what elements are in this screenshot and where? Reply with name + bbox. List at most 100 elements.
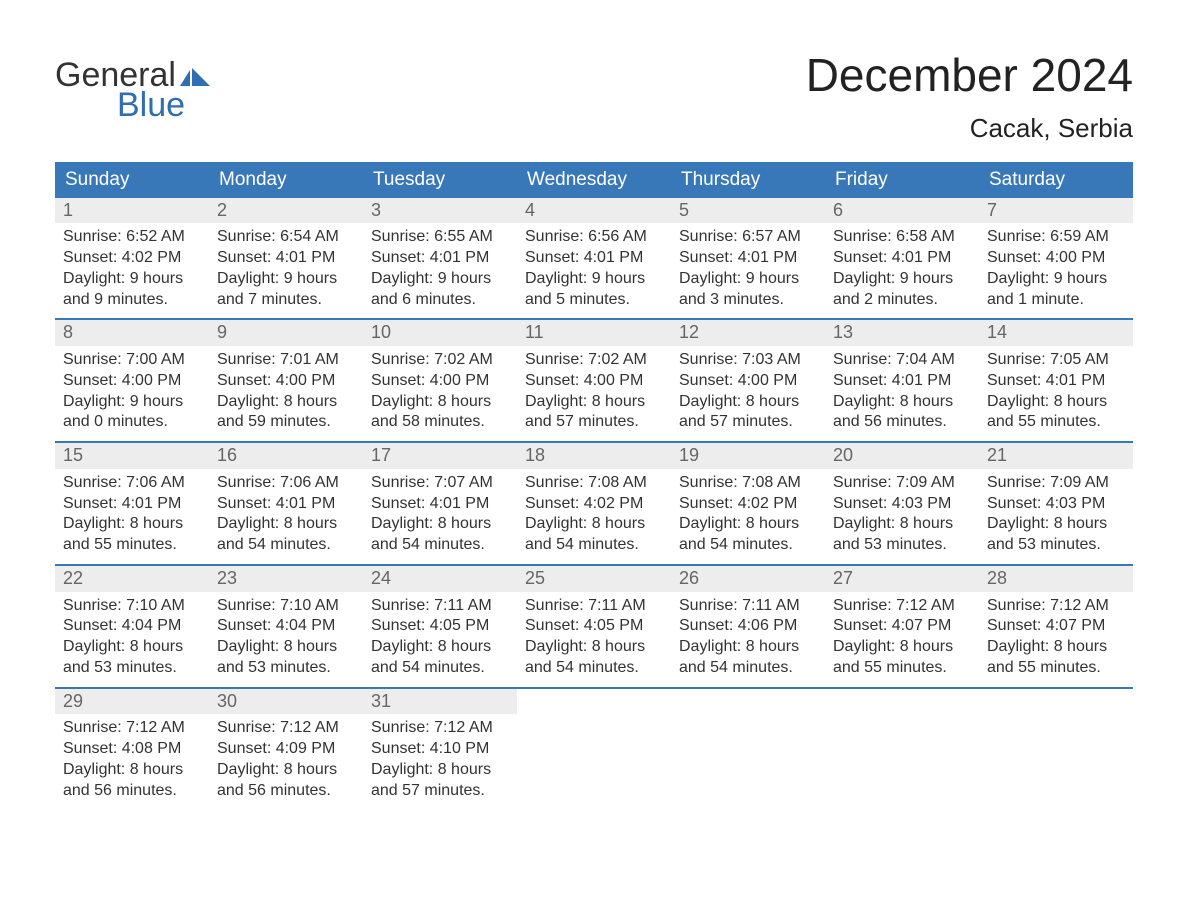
day-number: 28: [979, 566, 1133, 592]
day-details: Sunrise: 7:12 AMSunset: 4:09 PMDaylight:…: [209, 714, 363, 809]
day-sunset-line: Sunset: 4:01 PM: [217, 494, 355, 515]
calendar-day-cell: 22Sunrise: 7:10 AMSunset: 4:04 PMDayligh…: [55, 566, 209, 687]
day-number: 14: [979, 320, 1133, 346]
day-sunrise-line: Sunrise: 7:06 AM: [63, 473, 201, 494]
calendar-day-cell: 1Sunrise: 6:52 AMSunset: 4:02 PMDaylight…: [55, 198, 209, 319]
calendar-week: 29Sunrise: 7:12 AMSunset: 4:08 PMDayligh…: [55, 687, 1133, 810]
day-daylight2-line: and 6 minutes.: [371, 290, 509, 311]
location-subtitle: Cacak, Serbia: [806, 113, 1133, 144]
day-daylight2-line: and 57 minutes.: [371, 781, 509, 802]
calendar-day-cell: 30Sunrise: 7:12 AMSunset: 4:09 PMDayligh…: [209, 689, 363, 810]
day-details: Sunrise: 7:10 AMSunset: 4:04 PMDaylight:…: [209, 592, 363, 687]
day-sunrise-line: Sunrise: 7:02 AM: [371, 350, 509, 371]
day-sunset-line: Sunset: 4:01 PM: [63, 494, 201, 515]
day-sunset-line: Sunset: 4:01 PM: [371, 248, 509, 269]
day-sunset-line: Sunset: 4:07 PM: [833, 616, 971, 637]
day-sunset-line: Sunset: 4:01 PM: [987, 371, 1125, 392]
day-details: Sunrise: 6:58 AMSunset: 4:01 PMDaylight:…: [825, 223, 979, 318]
day-number: 17: [363, 443, 517, 469]
day-daylight1-line: Daylight: 8 hours: [987, 637, 1125, 658]
day-daylight2-line: and 55 minutes.: [987, 412, 1125, 433]
day-sunrise-line: Sunrise: 7:11 AM: [525, 596, 663, 617]
day-sunset-line: Sunset: 4:00 PM: [987, 248, 1125, 269]
day-sunrise-line: Sunrise: 7:09 AM: [987, 473, 1125, 494]
calendar-day-cell: 26Sunrise: 7:11 AMSunset: 4:06 PMDayligh…: [671, 566, 825, 687]
weekday-header: Monday: [209, 162, 363, 198]
weekday-header: Wednesday: [517, 162, 671, 198]
day-number: 31: [363, 689, 517, 715]
day-sunset-line: Sunset: 4:01 PM: [217, 248, 355, 269]
day-sunrise-line: Sunrise: 6:56 AM: [525, 227, 663, 248]
day-details: Sunrise: 6:54 AMSunset: 4:01 PMDaylight:…: [209, 223, 363, 318]
day-details: Sunrise: 7:09 AMSunset: 4:03 PMDaylight:…: [979, 469, 1133, 564]
calendar-week: 1Sunrise: 6:52 AMSunset: 4:02 PMDaylight…: [55, 198, 1133, 319]
day-number: 25: [517, 566, 671, 592]
day-daylight1-line: Daylight: 9 hours: [833, 269, 971, 290]
day-details: Sunrise: 7:12 AMSunset: 4:07 PMDaylight:…: [979, 592, 1133, 687]
day-number: 12: [671, 320, 825, 346]
day-sunset-line: Sunset: 4:01 PM: [371, 494, 509, 515]
calendar-page: General Blue December 2024 Cacak, Serbia…: [0, 0, 1188, 840]
day-details: Sunrise: 7:02 AMSunset: 4:00 PMDaylight:…: [363, 346, 517, 441]
page-header: General Blue December 2024 Cacak, Serbia: [55, 50, 1133, 144]
day-number: 27: [825, 566, 979, 592]
calendar-week: 15Sunrise: 7:06 AMSunset: 4:01 PMDayligh…: [55, 441, 1133, 564]
day-details: Sunrise: 6:59 AMSunset: 4:00 PMDaylight:…: [979, 223, 1133, 318]
day-daylight2-line: and 9 minutes.: [63, 290, 201, 311]
day-daylight1-line: Daylight: 9 hours: [63, 269, 201, 290]
weekday-header: Friday: [825, 162, 979, 198]
day-sunset-line: Sunset: 4:00 PM: [525, 371, 663, 392]
day-sunrise-line: Sunrise: 6:54 AM: [217, 227, 355, 248]
calendar-day-cell: 21Sunrise: 7:09 AMSunset: 4:03 PMDayligh…: [979, 443, 1133, 564]
day-daylight2-line: and 55 minutes.: [987, 658, 1125, 679]
day-details: Sunrise: 7:12 AMSunset: 4:08 PMDaylight:…: [55, 714, 209, 809]
day-number: 30: [209, 689, 363, 715]
day-number: 21: [979, 443, 1133, 469]
calendar-day-cell: 2Sunrise: 6:54 AMSunset: 4:01 PMDaylight…: [209, 198, 363, 319]
day-sunrise-line: Sunrise: 7:01 AM: [217, 350, 355, 371]
day-sunset-line: Sunset: 4:04 PM: [217, 616, 355, 637]
day-daylight1-line: Daylight: 8 hours: [217, 392, 355, 413]
day-daylight1-line: Daylight: 8 hours: [525, 392, 663, 413]
day-daylight2-line: and 0 minutes.: [63, 412, 201, 433]
day-sunrise-line: Sunrise: 7:11 AM: [371, 596, 509, 617]
day-daylight1-line: Daylight: 9 hours: [63, 392, 201, 413]
calendar-day-cell: 13Sunrise: 7:04 AMSunset: 4:01 PMDayligh…: [825, 320, 979, 441]
day-sunset-line: Sunset: 4:00 PM: [63, 371, 201, 392]
day-number: 10: [363, 320, 517, 346]
calendar-day-cell: 20Sunrise: 7:09 AMSunset: 4:03 PMDayligh…: [825, 443, 979, 564]
day-details: Sunrise: 7:00 AMSunset: 4:00 PMDaylight:…: [55, 346, 209, 441]
day-daylight2-line: and 5 minutes.: [525, 290, 663, 311]
day-daylight1-line: Daylight: 8 hours: [679, 637, 817, 658]
day-daylight2-line: and 57 minutes.: [525, 412, 663, 433]
day-sunrise-line: Sunrise: 7:03 AM: [679, 350, 817, 371]
day-daylight1-line: Daylight: 8 hours: [371, 760, 509, 781]
day-details: Sunrise: 7:11 AMSunset: 4:05 PMDaylight:…: [517, 592, 671, 687]
weekday-header: Saturday: [979, 162, 1133, 198]
day-sunrise-line: Sunrise: 7:12 AM: [217, 718, 355, 739]
calendar-day-cell: 7Sunrise: 6:59 AMSunset: 4:00 PMDaylight…: [979, 198, 1133, 319]
day-sunrise-line: Sunrise: 6:59 AM: [987, 227, 1125, 248]
day-sunset-line: Sunset: 4:09 PM: [217, 739, 355, 760]
day-daylight1-line: Daylight: 8 hours: [679, 392, 817, 413]
calendar-day-cell: 8Sunrise: 7:00 AMSunset: 4:00 PMDaylight…: [55, 320, 209, 441]
day-daylight2-line: and 2 minutes.: [833, 290, 971, 311]
day-details: Sunrise: 7:12 AMSunset: 4:07 PMDaylight:…: [825, 592, 979, 687]
day-daylight1-line: Daylight: 8 hours: [833, 514, 971, 535]
day-details: Sunrise: 7:06 AMSunset: 4:01 PMDaylight:…: [55, 469, 209, 564]
calendar-day-cell: 18Sunrise: 7:08 AMSunset: 4:02 PMDayligh…: [517, 443, 671, 564]
day-details: Sunrise: 7:01 AMSunset: 4:00 PMDaylight:…: [209, 346, 363, 441]
day-sunrise-line: Sunrise: 7:10 AM: [217, 596, 355, 617]
day-number: 24: [363, 566, 517, 592]
day-daylight1-line: Daylight: 8 hours: [987, 392, 1125, 413]
day-daylight1-line: Daylight: 9 hours: [525, 269, 663, 290]
calendar-day-cell: 19Sunrise: 7:08 AMSunset: 4:02 PMDayligh…: [671, 443, 825, 564]
day-details: Sunrise: 7:11 AMSunset: 4:05 PMDaylight:…: [363, 592, 517, 687]
calendar-day-cell: 9Sunrise: 7:01 AMSunset: 4:00 PMDaylight…: [209, 320, 363, 441]
day-daylight1-line: Daylight: 8 hours: [217, 760, 355, 781]
day-daylight1-line: Daylight: 8 hours: [525, 637, 663, 658]
day-daylight2-line: and 1 minute.: [987, 290, 1125, 311]
day-sunrise-line: Sunrise: 7:02 AM: [525, 350, 663, 371]
day-number: 4: [517, 198, 671, 224]
day-daylight2-line: and 55 minutes.: [63, 535, 201, 556]
